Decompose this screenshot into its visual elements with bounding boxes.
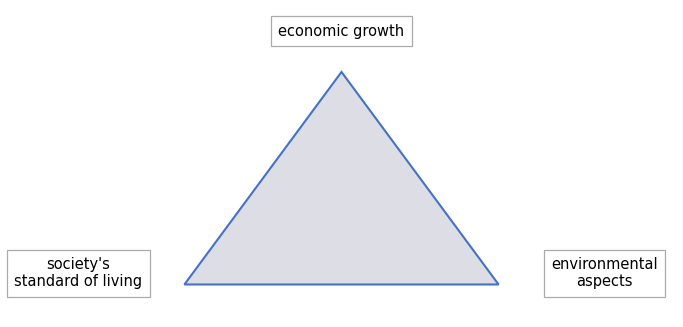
Text: economic growth: economic growth [279, 24, 404, 39]
Text: environmental
aspects: environmental aspects [551, 257, 658, 289]
Polygon shape [184, 72, 499, 284]
Text: society's
standard of living: society's standard of living [14, 257, 143, 289]
